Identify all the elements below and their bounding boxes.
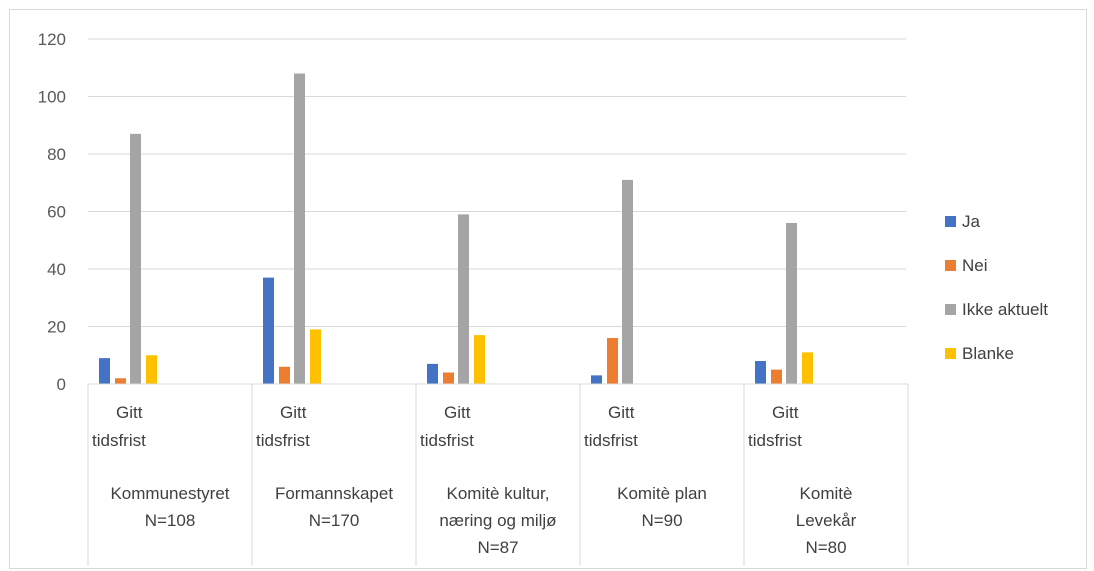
gridlines — [88, 38, 906, 385]
bar-nei — [771, 369, 782, 384]
bar-nei — [115, 378, 126, 384]
bar-ikke-aktuelt — [130, 133, 141, 384]
legend-label: Ja — [962, 212, 981, 231]
category-top-label: tidsfrist — [256, 431, 310, 450]
bar-nei — [279, 366, 290, 384]
category-top-label: tidsfrist — [420, 431, 474, 450]
legend-label: Ikke aktuelt — [962, 300, 1048, 319]
bar-blanke — [310, 329, 321, 384]
x-axis: Gitt tidsfrist Kommunestyret N=108 Gitt tidsf… — [87, 383, 909, 566]
legend-swatch — [945, 348, 956, 359]
chart-frame — [9, 9, 1087, 569]
y-tick-label: 0 — [57, 375, 66, 394]
category-top-label: tidsfrist — [584, 431, 638, 450]
legend-swatch — [945, 216, 956, 227]
legend-swatch — [945, 304, 956, 315]
y-tick-label: 20 — [47, 318, 66, 337]
bar-nei — [443, 372, 454, 384]
bar-blanke — [146, 355, 157, 384]
bar-ja — [755, 361, 766, 384]
bar-ikke-aktuelt — [622, 179, 633, 384]
y-axis: 0 20 40 60 80 100 120 — [38, 30, 66, 394]
category-bottom-label: næring og miljø — [439, 511, 556, 530]
category-bottom-label: N=80 — [805, 538, 846, 557]
category-bottom-label: N=170 — [309, 511, 360, 530]
bar-ja — [263, 277, 274, 384]
category-bottom-label: Komitè plan — [617, 484, 707, 503]
category-bottom-label: Kommunestyret — [110, 484, 229, 503]
bar-blanke — [474, 335, 485, 384]
bar-ikke-aktuelt — [458, 214, 469, 384]
category-bottom-label: Levekår — [796, 511, 857, 530]
y-tick-label: 60 — [47, 203, 66, 222]
category-top-label: Gitt — [116, 403, 143, 422]
bars — [99, 73, 813, 384]
bar-ikke-aktuelt — [294, 73, 305, 384]
legend-label: Nei — [962, 256, 988, 275]
category-top-label: Gitt — [280, 403, 307, 422]
category-bottom-label: Formannskapet — [275, 484, 393, 503]
bar-ikke-aktuelt — [786, 223, 797, 384]
category-bottom-label: Komitè kultur, — [447, 484, 550, 503]
bar-nei — [607, 338, 618, 384]
bar-blanke — [802, 352, 813, 384]
category-bottom-label: N=108 — [145, 511, 196, 530]
category-bottom-label: N=87 — [477, 538, 518, 557]
y-tick-label: 80 — [47, 145, 66, 164]
category-bottom-label: N=90 — [641, 511, 682, 530]
category-top-label: tidsfrist — [748, 431, 802, 450]
y-tick-label: 100 — [38, 88, 66, 107]
category-top-label: Gitt — [772, 403, 799, 422]
legend-label: Blanke — [962, 344, 1014, 363]
legend-swatch — [945, 260, 956, 271]
y-tick-label: 40 — [47, 260, 66, 279]
legend: Ja Nei Ikke aktuelt Blanke — [945, 212, 1048, 363]
category-top-label: Gitt — [444, 403, 471, 422]
category-top-label: Gitt — [608, 403, 635, 422]
y-tick-label: 120 — [38, 30, 66, 49]
category-bottom-label: Komitè — [800, 484, 853, 503]
bar-ja — [591, 375, 602, 384]
category-top-label: tidsfrist — [92, 431, 146, 450]
bar-ja — [427, 363, 438, 384]
bar-ja — [99, 358, 110, 384]
